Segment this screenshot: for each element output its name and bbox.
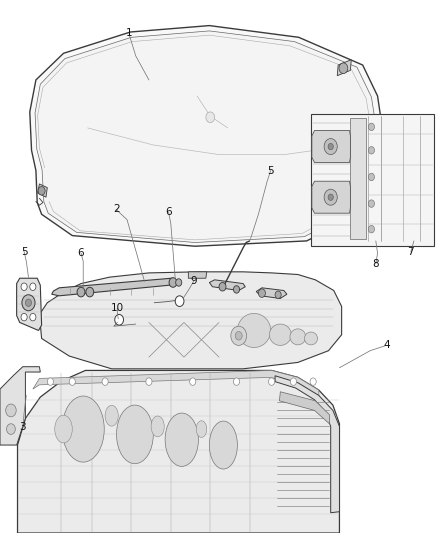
Circle shape	[368, 147, 374, 154]
Circle shape	[324, 189, 337, 205]
Polygon shape	[275, 376, 339, 513]
Ellipse shape	[304, 332, 318, 345]
Polygon shape	[39, 272, 342, 369]
Text: 8: 8	[372, 259, 379, 269]
Circle shape	[30, 313, 36, 321]
Circle shape	[258, 289, 265, 297]
Polygon shape	[209, 280, 245, 290]
Circle shape	[328, 194, 333, 200]
Text: 5: 5	[267, 166, 274, 175]
Circle shape	[115, 314, 124, 325]
Circle shape	[25, 299, 32, 306]
Ellipse shape	[105, 405, 118, 426]
Circle shape	[6, 404, 16, 417]
Circle shape	[275, 291, 281, 298]
Polygon shape	[279, 392, 329, 424]
Text: 6: 6	[165, 207, 172, 217]
Circle shape	[290, 378, 297, 385]
Circle shape	[21, 313, 27, 321]
Circle shape	[69, 378, 75, 385]
Text: 6: 6	[78, 248, 85, 258]
Ellipse shape	[151, 416, 164, 437]
Circle shape	[86, 287, 94, 297]
Circle shape	[176, 279, 182, 286]
Circle shape	[206, 112, 215, 123]
Ellipse shape	[62, 396, 104, 462]
Polygon shape	[17, 278, 42, 330]
Polygon shape	[312, 181, 350, 213]
Ellipse shape	[55, 415, 72, 443]
Ellipse shape	[165, 413, 198, 466]
Polygon shape	[30, 26, 385, 246]
Circle shape	[268, 378, 275, 385]
Polygon shape	[0, 367, 40, 445]
Circle shape	[175, 296, 184, 306]
Circle shape	[38, 187, 45, 195]
Text: 4: 4	[383, 341, 390, 350]
Ellipse shape	[209, 421, 237, 469]
Polygon shape	[311, 114, 434, 246]
Text: 7: 7	[407, 247, 414, 256]
Text: 2: 2	[113, 205, 120, 214]
Circle shape	[7, 424, 15, 434]
Polygon shape	[256, 288, 287, 298]
Circle shape	[368, 123, 374, 131]
Circle shape	[21, 283, 27, 290]
Polygon shape	[38, 184, 47, 197]
Circle shape	[30, 283, 36, 290]
Circle shape	[328, 143, 333, 150]
Circle shape	[77, 287, 85, 297]
Ellipse shape	[117, 405, 153, 464]
Circle shape	[102, 378, 108, 385]
Circle shape	[146, 378, 152, 385]
Circle shape	[233, 378, 240, 385]
Circle shape	[339, 63, 348, 74]
Circle shape	[368, 200, 374, 207]
Ellipse shape	[196, 421, 207, 438]
Circle shape	[219, 282, 226, 291]
Circle shape	[368, 173, 374, 181]
Text: 10: 10	[111, 303, 124, 313]
Circle shape	[231, 326, 247, 345]
Ellipse shape	[237, 313, 271, 348]
Polygon shape	[52, 278, 173, 296]
Polygon shape	[188, 272, 207, 278]
Polygon shape	[312, 131, 350, 163]
Circle shape	[190, 378, 196, 385]
Text: 5: 5	[21, 247, 28, 256]
Circle shape	[324, 139, 337, 155]
Text: 3: 3	[19, 423, 26, 432]
Circle shape	[368, 225, 374, 233]
Polygon shape	[337, 60, 351, 76]
Polygon shape	[35, 31, 379, 243]
Circle shape	[235, 332, 242, 340]
Text: 1: 1	[126, 28, 133, 38]
Circle shape	[22, 295, 35, 311]
Circle shape	[233, 286, 240, 293]
Circle shape	[169, 278, 177, 287]
Ellipse shape	[290, 329, 306, 345]
Polygon shape	[33, 370, 319, 399]
Circle shape	[310, 378, 316, 385]
Text: 9: 9	[190, 277, 197, 286]
Polygon shape	[18, 370, 339, 533]
Polygon shape	[350, 118, 366, 239]
Circle shape	[47, 378, 53, 385]
Ellipse shape	[269, 324, 291, 345]
